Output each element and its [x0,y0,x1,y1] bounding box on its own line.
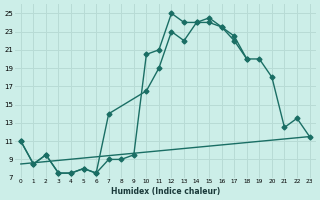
X-axis label: Humidex (Indice chaleur): Humidex (Indice chaleur) [111,187,220,196]
